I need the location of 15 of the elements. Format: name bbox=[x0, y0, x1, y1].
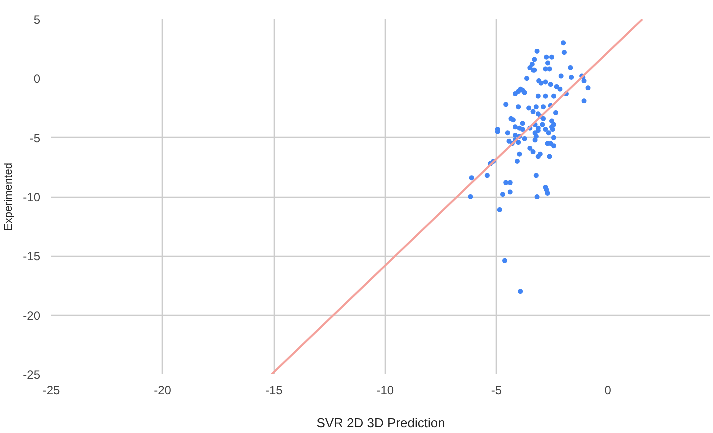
y-tick-label: 0 bbox=[34, 72, 41, 86]
x-tick-label: -10 bbox=[376, 384, 394, 398]
x-axis-title: SVR 2D 3D Prediction bbox=[316, 416, 446, 430]
x-tick-label: -5 bbox=[491, 384, 502, 398]
y-tick-label: -5 bbox=[30, 131, 41, 146]
x-tick-label: -20 bbox=[154, 384, 172, 398]
x-tick-label: 0 bbox=[604, 384, 612, 398]
y-tick-label: -10 bbox=[23, 190, 41, 204]
y-tick-label: -25 bbox=[23, 368, 41, 382]
x-tick-label: -25 bbox=[42, 384, 60, 398]
y-axis-title: Experimented bbox=[3, 163, 16, 231]
y-tick-label: -20 bbox=[23, 308, 41, 323]
y-tick-label: 5 bbox=[34, 13, 41, 27]
y-tick-label: -15 bbox=[23, 250, 41, 264]
x-tick-label: -15 bbox=[265, 384, 284, 398]
